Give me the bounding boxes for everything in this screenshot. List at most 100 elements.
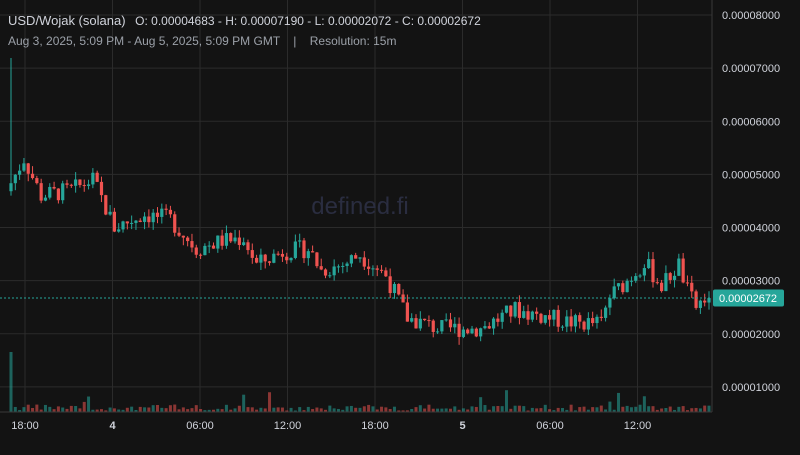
- price-tick-label: 0.00003000: [722, 276, 780, 288]
- svg-text:USD/Wojak (solana) O: 0.: USD/Wojak (solana) O: 0.00004683 - H: 0.…: [8, 13, 481, 28]
- volume-bar: [246, 407, 250, 412]
- volume-bar: [388, 409, 392, 412]
- candle: [280, 249, 285, 262]
- volume-bar: [199, 408, 203, 412]
- volume-bar: [354, 407, 358, 412]
- candle: [560, 325, 565, 331]
- volume-bar: [418, 405, 422, 412]
- volume-bar: [509, 408, 513, 412]
- candle: [39, 178, 43, 204]
- candle: [526, 304, 530, 325]
- candle: [500, 309, 504, 329]
- volume-bar: [384, 407, 388, 412]
- volume-bar: [160, 407, 164, 412]
- candle: [336, 264, 341, 273]
- volume-bar: [629, 407, 633, 412]
- candle: [418, 311, 422, 331]
- candle: [703, 293, 707, 307]
- price-axis[interactable]: 0.00008000 0.00007000 0.00006000 0.00005000…: [722, 10, 780, 394]
- candle: [457, 317, 461, 345]
- volume-bar: [513, 405, 517, 412]
- candle: [660, 279, 664, 293]
- candle: [565, 310, 569, 333]
- volume-bar: [99, 409, 103, 412]
- candle: [483, 321, 487, 330]
- volume-bar: [216, 408, 220, 412]
- volume-bar: [328, 405, 332, 412]
- volume-bar: [233, 408, 237, 412]
- volume-bar: [673, 409, 677, 412]
- volume-bar: [18, 410, 22, 412]
- symbol-name: USD/Wojak (solana): [8, 13, 126, 28]
- volume-bar: [423, 408, 427, 412]
- candle: [302, 237, 306, 264]
- volume-bar: [125, 407, 129, 412]
- candle: [328, 271, 332, 279]
- volume-bar: [685, 410, 689, 412]
- volume-bar: [436, 408, 440, 412]
- volume-bar: [22, 407, 26, 412]
- volume-bar: [655, 409, 659, 412]
- candle: [259, 248, 263, 271]
- candle: [522, 305, 526, 319]
- volume-bar: [324, 409, 328, 412]
- ohlc-values: O: 0.00004683 - H: 0.00007190 - L: 0.000…: [135, 14, 481, 28]
- candle: [621, 280, 625, 295]
- time-tick-label: 18:00: [11, 420, 39, 432]
- volume-bar: [405, 410, 409, 412]
- candle: [43, 194, 48, 202]
- candle: [99, 176, 104, 203]
- candles[interactable]: [9, 58, 711, 345]
- volume-bar: [517, 405, 521, 412]
- time-tick-label: 12:00: [624, 420, 652, 432]
- volume-bar: [298, 407, 302, 412]
- candle: [582, 320, 586, 332]
- candle: [444, 313, 448, 322]
- volume-bar: [367, 404, 371, 412]
- volume-bar: [487, 409, 491, 412]
- volume-bar: [599, 405, 603, 412]
- volume-bar: [186, 409, 190, 412]
- candle: [216, 235, 220, 253]
- volume-bar: [496, 405, 500, 412]
- candle: [655, 278, 659, 285]
- volume-bar: [35, 404, 39, 412]
- volume-bar: [380, 406, 384, 412]
- volume-bar: [565, 409, 569, 412]
- volume-bar: [48, 406, 52, 412]
- volume-bar: [461, 408, 465, 412]
- price-tick-label: 0.00002000: [722, 329, 780, 341]
- candle: [530, 310, 534, 323]
- volume-bar: [573, 410, 577, 412]
- candle: [160, 203, 164, 224]
- volume-bar: [263, 408, 267, 412]
- candle: [164, 204, 168, 216]
- volume-bar: [194, 405, 198, 412]
- volume-bar: [151, 405, 155, 412]
- volume-bar: [26, 404, 30, 412]
- volume-bar: [341, 409, 345, 412]
- volume-bar: [117, 409, 121, 412]
- candle: [586, 312, 590, 336]
- volume-bar: [362, 406, 366, 412]
- time-tick-label: 4: [109, 420, 116, 432]
- volume-bar: [13, 406, 17, 412]
- candle: [535, 307, 539, 320]
- last-price-badge: 0.00002672: [713, 289, 784, 307]
- candle: [74, 172, 78, 193]
- volume-bar: [155, 405, 159, 412]
- candle: [591, 311, 595, 327]
- candle: [22, 158, 26, 172]
- candle: [220, 229, 224, 250]
- volume-bar: [69, 405, 73, 412]
- candle: [698, 299, 702, 314]
- volume-bar: [535, 408, 539, 412]
- time-axis[interactable]: 18:00 4 06:00 12:00 18:00 5 06:00 12:00: [11, 420, 651, 432]
- resolution: Resolution: 15m: [310, 34, 397, 48]
- volume-bar: [181, 407, 185, 412]
- candle: [26, 162, 30, 182]
- volume-bar: [345, 406, 349, 412]
- candle: [323, 268, 328, 279]
